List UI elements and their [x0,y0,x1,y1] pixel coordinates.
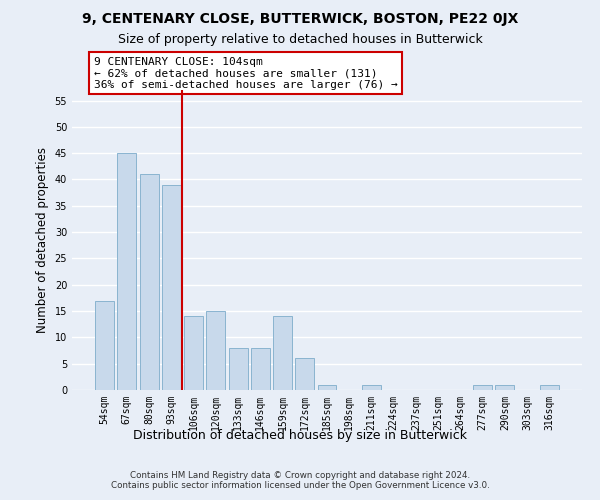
Bar [540,384,559,390]
Bar [118,153,136,390]
Bar [496,384,514,390]
Bar [206,311,225,390]
Bar [184,316,203,390]
Bar [162,184,181,390]
Bar [229,348,248,390]
Text: 9 CENTENARY CLOSE: 104sqm
← 62% of detached houses are smaller (131)
36% of semi: 9 CENTENARY CLOSE: 104sqm ← 62% of detac… [94,57,397,90]
Text: Distribution of detached houses by size in Butterwick: Distribution of detached houses by size … [133,428,467,442]
Bar [273,316,292,390]
Bar [317,384,337,390]
Bar [251,348,270,390]
Text: Size of property relative to detached houses in Butterwick: Size of property relative to detached ho… [118,32,482,46]
Text: 9, CENTENARY CLOSE, BUTTERWICK, BOSTON, PE22 0JX: 9, CENTENARY CLOSE, BUTTERWICK, BOSTON, … [82,12,518,26]
Y-axis label: Number of detached properties: Number of detached properties [36,147,49,333]
Bar [362,384,381,390]
Bar [140,174,158,390]
Text: Contains HM Land Registry data © Crown copyright and database right 2024.
Contai: Contains HM Land Registry data © Crown c… [110,470,490,490]
Bar [473,384,492,390]
Bar [95,300,114,390]
Bar [295,358,314,390]
